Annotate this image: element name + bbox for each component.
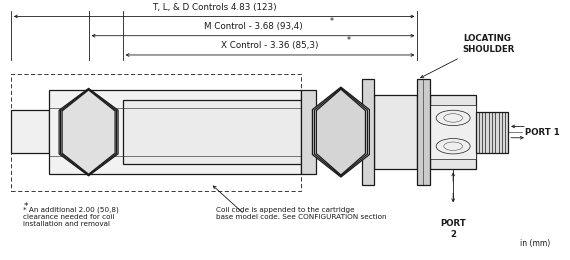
Bar <box>430 105 476 159</box>
Bar <box>363 79 374 185</box>
Text: *: * <box>329 17 333 26</box>
Polygon shape <box>59 88 118 176</box>
Text: Coil code is appended to the cartridge
base model code. See CONFIGURATION sectio: Coil code is appended to the cartridge b… <box>216 207 386 220</box>
Text: PORT
2: PORT 2 <box>440 219 466 239</box>
Bar <box>301 90 316 174</box>
Bar <box>476 112 508 153</box>
Bar <box>11 110 49 153</box>
Bar <box>49 90 301 174</box>
Bar <box>11 74 301 191</box>
Bar <box>374 95 417 169</box>
Text: PORT 1: PORT 1 <box>525 128 560 136</box>
Text: LOCATING
SHOULDER: LOCATING SHOULDER <box>463 34 515 54</box>
Text: T, L, & D Controls 4.83 (123): T, L, & D Controls 4.83 (123) <box>152 3 276 12</box>
Text: X Control - 3.36 (85,3): X Control - 3.36 (85,3) <box>221 41 319 50</box>
Text: in (mm): in (mm) <box>520 239 551 248</box>
Polygon shape <box>312 87 369 177</box>
Text: *: * <box>347 36 351 45</box>
Text: * An additional 2.00 (50,8)
clearance needed for coil
installation and removal: * An additional 2.00 (50,8) clearance ne… <box>23 207 119 227</box>
Text: M Control - 3.68 (93,4): M Control - 3.68 (93,4) <box>203 22 302 31</box>
Bar <box>430 95 476 169</box>
Text: *: * <box>23 202 28 211</box>
Bar <box>123 100 301 164</box>
Bar <box>417 79 430 185</box>
